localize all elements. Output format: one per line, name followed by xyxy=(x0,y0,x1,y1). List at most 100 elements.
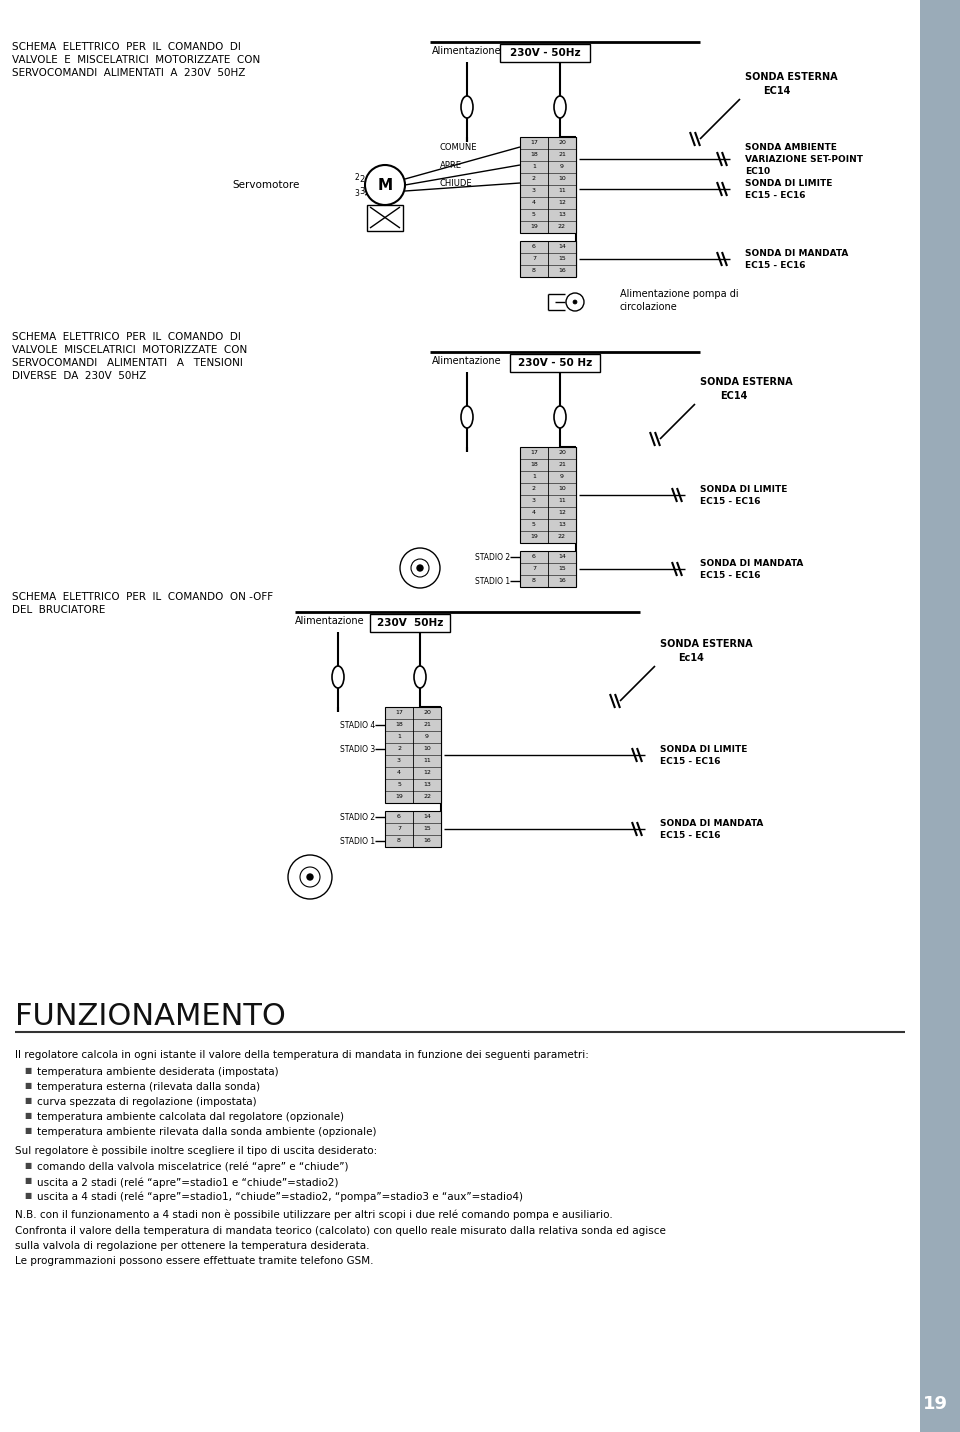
Circle shape xyxy=(573,299,577,304)
Text: SONDA ESTERNA: SONDA ESTERNA xyxy=(745,72,838,82)
Text: uscita a 4 stadi (relé “apre”=stadio1, “chiude”=stadio2, “pompa”=stadio3 e “aux”: uscita a 4 stadi (relé “apre”=stadio1, “… xyxy=(37,1191,523,1203)
Text: 14: 14 xyxy=(558,245,566,249)
Text: 5: 5 xyxy=(532,523,536,527)
Text: ■: ■ xyxy=(24,1126,32,1136)
Text: 10: 10 xyxy=(423,746,431,752)
Text: 21: 21 xyxy=(423,723,431,727)
Text: 5: 5 xyxy=(397,782,401,788)
Text: 230V  50Hz: 230V 50Hz xyxy=(377,619,444,629)
Text: uscita a 2 stadi (relé “apre”=stadio1 e “chiude”=stadio2): uscita a 2 stadi (relé “apre”=stadio1 e … xyxy=(37,1177,339,1187)
Text: 20: 20 xyxy=(423,710,431,716)
Text: sulla valvola di regolazione per ottenere la temperatura desiderata.: sulla valvola di regolazione per ottener… xyxy=(15,1242,370,1252)
Text: VALVOLE  E  MISCELATRICI  MOTORIZZATE  CON: VALVOLE E MISCELATRICI MOTORIZZATE CON xyxy=(12,54,260,64)
Text: Alimentazione: Alimentazione xyxy=(432,46,502,56)
Text: circolazione: circolazione xyxy=(620,302,678,312)
Text: 12: 12 xyxy=(558,510,566,516)
Text: SERVOCOMANDI  ALIMENTATI  A  230V  50HZ: SERVOCOMANDI ALIMENTATI A 230V 50HZ xyxy=(12,67,246,77)
Text: Alimentazione: Alimentazione xyxy=(295,616,365,626)
Text: CHIUDE: CHIUDE xyxy=(440,179,472,188)
Text: 22: 22 xyxy=(558,534,566,540)
Text: Alimentazione pompa di: Alimentazione pompa di xyxy=(620,289,738,299)
Text: 11: 11 xyxy=(423,759,431,763)
Text: STADIO 1: STADIO 1 xyxy=(475,577,510,586)
Text: M: M xyxy=(377,178,393,192)
Text: 19: 19 xyxy=(923,1395,948,1413)
Text: 7: 7 xyxy=(532,567,536,571)
Text: SCHEMA  ELETTRICO  PER  IL  COMANDO  DI: SCHEMA ELETTRICO PER IL COMANDO DI xyxy=(12,332,241,342)
Text: 16: 16 xyxy=(558,579,565,583)
Text: 15: 15 xyxy=(558,256,565,262)
Text: 21: 21 xyxy=(558,463,566,467)
Text: 17: 17 xyxy=(530,140,538,146)
Text: COMUNE: COMUNE xyxy=(440,143,477,152)
Text: 10: 10 xyxy=(558,176,565,182)
Bar xyxy=(520,137,576,233)
Text: STADIO 1: STADIO 1 xyxy=(340,836,375,845)
Text: ■: ■ xyxy=(24,1161,32,1170)
Text: ■: ■ xyxy=(24,1095,32,1106)
Text: 8: 8 xyxy=(532,269,536,274)
Ellipse shape xyxy=(554,407,566,428)
Text: 12: 12 xyxy=(423,770,431,776)
Text: 1: 1 xyxy=(532,165,536,169)
Text: 18: 18 xyxy=(396,723,403,727)
Text: temperatura ambiente calcolata dal regolatore (opzionale): temperatura ambiente calcolata dal regol… xyxy=(37,1113,344,1123)
Text: VARIAZIONE SET-POINT: VARIAZIONE SET-POINT xyxy=(745,155,863,163)
Text: 2: 2 xyxy=(532,487,536,491)
Text: STADIO 2: STADIO 2 xyxy=(340,812,375,822)
Circle shape xyxy=(365,165,405,205)
Text: DEL  BRUCIATORE: DEL BRUCIATORE xyxy=(12,604,106,614)
Text: EC10: EC10 xyxy=(745,166,770,176)
Text: SCHEMA  ELETTRICO  PER  IL  COMANDO  DI: SCHEMA ELETTRICO PER IL COMANDO DI xyxy=(12,42,241,52)
Bar xyxy=(385,707,441,803)
Text: 21: 21 xyxy=(558,152,566,158)
Text: SONDA DI LIMITE: SONDA DI LIMITE xyxy=(660,745,748,753)
Text: 4: 4 xyxy=(532,200,536,206)
Text: 13: 13 xyxy=(423,782,431,788)
Text: 9: 9 xyxy=(560,474,564,480)
Text: 20: 20 xyxy=(558,451,566,455)
Text: SONDA DI MANDATA: SONDA DI MANDATA xyxy=(700,558,804,567)
Text: SONDA DI MANDATA: SONDA DI MANDATA xyxy=(660,819,763,828)
Text: SERVOCOMANDI   ALIMENTATI   A   TENSIONI: SERVOCOMANDI ALIMENTATI A TENSIONI xyxy=(12,358,243,368)
Text: Confronta il valore della temperatura di mandata teorico (calcolato) con quello : Confronta il valore della temperatura di… xyxy=(15,1226,666,1236)
Text: 6: 6 xyxy=(532,554,536,560)
Text: 13: 13 xyxy=(558,212,566,218)
Text: temperatura esterna (rilevata dalla sonda): temperatura esterna (rilevata dalla sond… xyxy=(37,1083,260,1093)
Text: 16: 16 xyxy=(558,269,565,274)
Text: VALVOLE  MISCELATRICI  MOTORIZZATE  CON: VALVOLE MISCELATRICI MOTORIZZATE CON xyxy=(12,345,248,355)
Circle shape xyxy=(417,566,423,571)
Text: 3: 3 xyxy=(532,498,536,504)
Text: STADIO 4: STADIO 4 xyxy=(340,720,375,729)
Text: ■: ■ xyxy=(24,1065,32,1075)
Text: DIVERSE  DA  230V  50HZ: DIVERSE DA 230V 50HZ xyxy=(12,371,146,381)
Ellipse shape xyxy=(414,666,426,687)
Bar xyxy=(520,551,576,587)
Text: 13: 13 xyxy=(558,523,566,527)
Text: EC15 - EC16: EC15 - EC16 xyxy=(700,570,760,580)
Text: 14: 14 xyxy=(558,554,566,560)
Text: 6: 6 xyxy=(532,245,536,249)
Bar xyxy=(520,447,576,543)
Text: 19: 19 xyxy=(530,534,538,540)
Text: 22: 22 xyxy=(558,225,566,229)
Text: comando della valvola miscelatrice (relé “apre” e “chiude”): comando della valvola miscelatrice (relé… xyxy=(37,1161,348,1173)
Text: EC14: EC14 xyxy=(763,86,790,96)
Text: 9: 9 xyxy=(560,165,564,169)
Text: temperatura ambiente desiderata (impostata): temperatura ambiente desiderata (imposta… xyxy=(37,1067,278,1077)
Circle shape xyxy=(411,558,429,577)
Text: 11: 11 xyxy=(558,498,565,504)
Text: 2: 2 xyxy=(532,176,536,182)
Ellipse shape xyxy=(332,666,344,687)
Text: 2: 2 xyxy=(359,175,365,183)
Text: 19: 19 xyxy=(396,795,403,799)
Bar xyxy=(385,811,441,846)
Text: 16: 16 xyxy=(423,839,431,843)
Text: EC15 - EC16: EC15 - EC16 xyxy=(700,497,760,505)
Text: Sul regolatore è possibile inoltre scegliere il tipo di uscita desiderato:: Sul regolatore è possibile inoltre scegl… xyxy=(15,1146,377,1156)
Text: 2: 2 xyxy=(354,172,359,182)
Bar xyxy=(500,44,590,62)
Circle shape xyxy=(288,855,332,899)
Bar xyxy=(510,354,600,372)
Text: 4: 4 xyxy=(532,510,536,516)
